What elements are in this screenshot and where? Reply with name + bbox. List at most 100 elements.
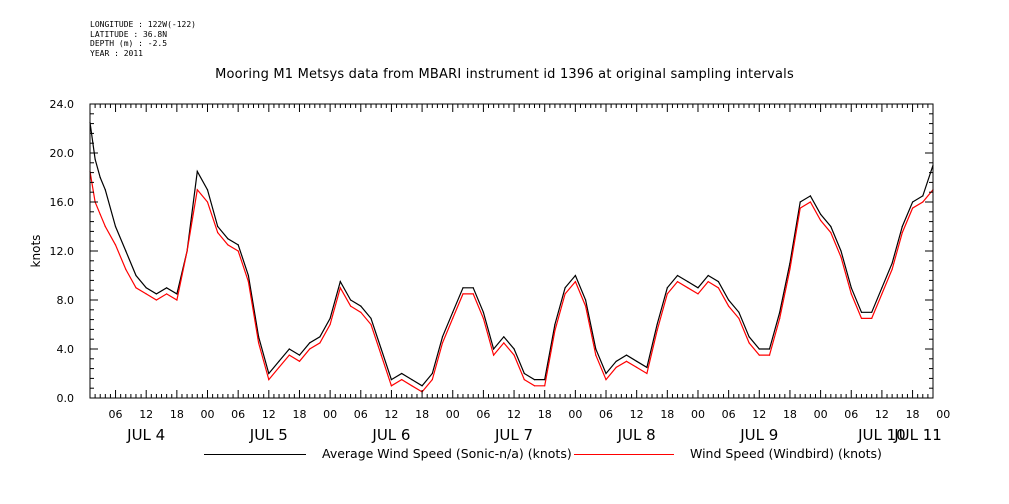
y-tick-label: 12.0 (50, 245, 75, 258)
point-windbird-15 (227, 244, 229, 246)
point-average-18 (258, 336, 260, 338)
point-windbird-24 (319, 342, 321, 344)
y-tick-label: 20.0 (50, 147, 75, 160)
x-hour-label: 00 (568, 408, 582, 421)
x-day-label: JUL 8 (617, 426, 656, 444)
point-average-33 (411, 379, 413, 381)
point-windbird-48 (564, 293, 566, 295)
y-tick-label: 8.0 (57, 294, 75, 307)
point-average-26 (339, 281, 341, 283)
point-average-4 (114, 225, 117, 228)
point-average-81 (901, 225, 903, 228)
x-hour-label: 12 (752, 408, 766, 421)
point-windbird-47 (554, 330, 556, 332)
point-average-36 (441, 336, 444, 338)
point-average-22 (298, 354, 301, 356)
x-hour-label: 18 (906, 408, 920, 421)
x-hour-label: 12 (630, 408, 644, 421)
point-windbird-75 (840, 256, 842, 258)
point-windbird-23 (309, 348, 311, 350)
point-average-15 (227, 238, 229, 240)
point-average-45 (533, 379, 536, 381)
x-hour-label: 00 (814, 408, 828, 421)
point-windbird-19 (268, 379, 270, 381)
point-average-51 (595, 348, 597, 350)
point-average-38 (462, 287, 464, 289)
point-average-3 (104, 189, 106, 191)
point-average-48 (564, 287, 566, 289)
point-windbird-6 (135, 287, 137, 289)
point-windbird-73 (820, 219, 822, 221)
point-windbird-71 (799, 207, 801, 209)
plot-frame (89, 103, 934, 399)
x-hour-label: 18 (170, 408, 184, 421)
point-windbird-3 (104, 225, 106, 228)
x-hour-label: 12 (139, 408, 153, 421)
point-average-43 (513, 348, 515, 350)
point-windbird-26 (339, 287, 341, 289)
legend-label-windbird: Wind Speed (Windbird) (knots) (690, 446, 882, 461)
point-windbird-46 (544, 385, 546, 387)
x-hour-label: 18 (292, 408, 306, 421)
point-average-74 (830, 225, 832, 228)
point-windbird-29 (370, 323, 372, 326)
point-windbird-33 (411, 385, 413, 387)
point-average-14 (217, 225, 219, 228)
point-average-64 (728, 299, 730, 301)
x-hour-label: 00 (201, 408, 215, 421)
point-windbird-2 (99, 213, 101, 215)
y-tick-label: 4.0 (57, 343, 75, 356)
y-tick-label: 0.0 (57, 392, 75, 405)
point-windbird-62 (707, 281, 709, 283)
point-windbird-32 (401, 379, 403, 381)
point-windbird-41 (493, 354, 495, 356)
point-average-67 (758, 348, 760, 350)
point-windbird-4 (114, 244, 117, 246)
point-average-28 (360, 305, 362, 307)
point-average-10 (176, 293, 178, 295)
x-hour-label: 18 (660, 408, 674, 421)
point-average-50 (585, 299, 587, 301)
x-hour-label: 06 (844, 408, 858, 421)
point-average-13 (206, 189, 209, 191)
point-average-17 (247, 274, 249, 277)
point-average-69 (779, 311, 781, 313)
point-windbird-21 (288, 354, 290, 356)
y-axis-label: knots (29, 235, 43, 268)
point-average-41 (493, 348, 495, 350)
y-tick-label: 16.0 (50, 196, 75, 209)
x-hour-label: 12 (875, 408, 889, 421)
point-average-25 (329, 317, 331, 319)
legend-label-average: Average Wind Speed (Sonic-n/a) (knots) (322, 446, 572, 461)
point-average-23 (309, 342, 311, 344)
point-windbird-45 (533, 385, 536, 387)
point-average-77 (860, 311, 863, 313)
point-average-27 (350, 299, 352, 301)
point-windbird-25 (329, 323, 331, 326)
point-average-37 (452, 311, 454, 313)
x-hour-label: 06 (354, 408, 368, 421)
point-average-5 (125, 250, 127, 252)
point-windbird-35 (431, 379, 433, 381)
metadata-header: LONGITUDE : 122W(-122) LATITUDE : 36.8N … (90, 20, 196, 58)
point-average-12 (196, 170, 198, 172)
point-average-7 (145, 287, 147, 289)
point-windbird-39 (472, 293, 474, 295)
x-day-label: JUL 5 (249, 426, 288, 444)
point-average-83 (922, 195, 924, 197)
point-average-80 (891, 262, 893, 264)
point-windbird-68 (768, 354, 771, 356)
y-tick-label: 24.0 (50, 98, 75, 111)
point-average-6 (135, 274, 137, 277)
x-hour-label: 00 (936, 408, 950, 421)
point-average-71 (799, 201, 801, 203)
point-average-24 (319, 336, 321, 338)
point-windbird-42 (503, 342, 505, 344)
point-windbird-5 (125, 268, 127, 270)
point-average-68 (768, 348, 771, 350)
x-hour-label: 06 (109, 408, 123, 421)
point-windbird-38 (462, 293, 464, 295)
x-hour-label: 06 (231, 408, 245, 421)
point-windbird-22 (298, 360, 301, 362)
